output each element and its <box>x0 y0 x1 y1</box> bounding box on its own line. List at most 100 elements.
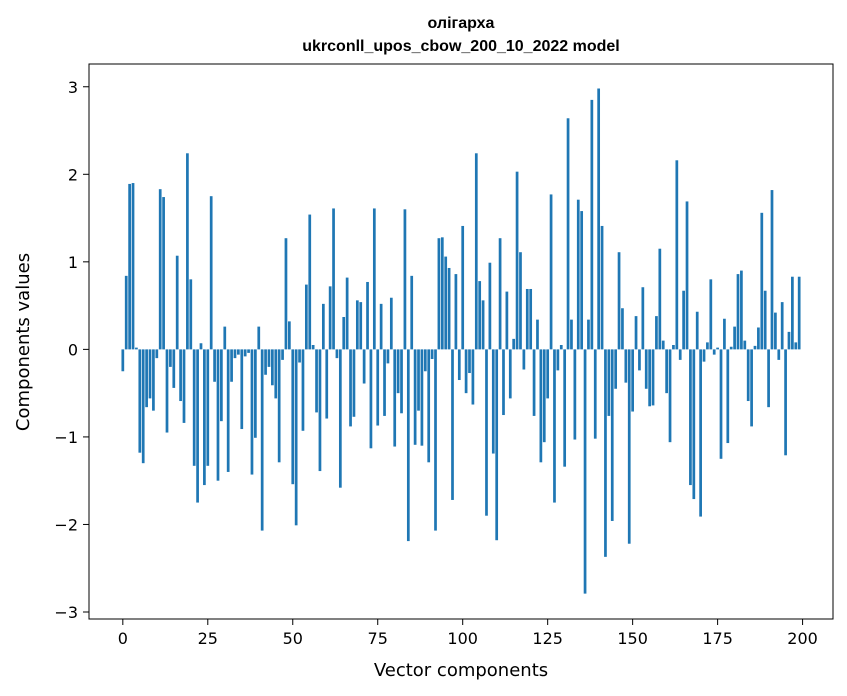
bar <box>158 189 162 350</box>
bar <box>284 238 288 350</box>
bar <box>420 349 424 446</box>
y-tick-label: −1 <box>54 428 78 447</box>
bar <box>760 212 764 350</box>
bar <box>145 349 148 408</box>
bar <box>770 190 774 350</box>
bar <box>767 349 770 408</box>
bar <box>474 153 478 350</box>
bar <box>746 349 750 402</box>
bar <box>678 349 682 360</box>
x-tick-label: 100 <box>447 629 478 648</box>
bar <box>495 349 499 541</box>
bar <box>638 349 641 371</box>
y-tick-label: −3 <box>54 603 78 622</box>
x-axis-label: Vector components <box>374 660 548 681</box>
bar <box>124 275 128 350</box>
bar <box>434 349 437 531</box>
bar <box>389 297 393 350</box>
chart-subtitle: ukrconll_upos_cbow_200_10_2022 model <box>302 38 619 55</box>
bar <box>349 349 352 427</box>
x-tick-label: 200 <box>787 629 818 648</box>
bar <box>794 342 798 350</box>
bar <box>247 349 250 353</box>
bar <box>641 287 645 350</box>
bar <box>461 225 465 350</box>
bar <box>162 197 165 350</box>
bar <box>342 316 346 350</box>
bar <box>437 238 441 350</box>
bar <box>583 349 587 594</box>
x-tick-label: 75 <box>368 629 388 648</box>
bar <box>570 319 573 350</box>
bar <box>213 349 216 382</box>
bar <box>716 347 719 350</box>
bar <box>237 349 240 355</box>
bar <box>393 349 397 447</box>
bar <box>702 349 706 362</box>
bar <box>383 349 386 416</box>
bar <box>692 349 696 500</box>
bar <box>757 327 760 350</box>
bar <box>355 300 359 350</box>
bar <box>580 211 584 350</box>
bar <box>250 349 254 475</box>
bar <box>233 349 237 359</box>
bar <box>400 349 403 414</box>
bar <box>750 349 753 427</box>
bar <box>723 318 726 350</box>
x-tick-label: 125 <box>532 629 563 648</box>
bar <box>386 349 390 364</box>
bar <box>192 349 196 466</box>
bar <box>505 291 509 350</box>
bar <box>471 349 475 405</box>
bar <box>468 349 471 374</box>
bar <box>508 349 512 399</box>
bar <box>128 183 131 350</box>
bar <box>182 349 186 423</box>
bar <box>624 349 628 383</box>
bar <box>155 349 159 359</box>
bar <box>464 349 468 394</box>
bar <box>172 349 176 388</box>
bar <box>675 160 679 350</box>
bar <box>457 349 461 381</box>
bar <box>325 349 329 419</box>
bar <box>529 288 533 350</box>
bar <box>709 279 713 350</box>
bar <box>593 349 597 439</box>
bar <box>267 349 271 367</box>
y-tick-label: 0 <box>68 340 78 359</box>
bar <box>631 349 634 412</box>
bar <box>740 270 743 350</box>
bar <box>352 349 356 417</box>
bar <box>369 349 373 449</box>
x-tick-label: 150 <box>617 629 648 648</box>
bar <box>332 208 335 350</box>
bar <box>672 345 675 350</box>
bar <box>525 288 529 350</box>
bar <box>627 349 631 544</box>
bar <box>264 349 267 375</box>
bar <box>536 319 539 350</box>
bar <box>515 171 519 350</box>
bar <box>254 349 257 438</box>
bar <box>165 349 169 433</box>
bar <box>763 290 767 350</box>
bar <box>726 349 730 444</box>
bar <box>512 338 516 350</box>
bar <box>189 279 193 350</box>
bar <box>440 237 444 350</box>
bar <box>376 349 380 426</box>
bar <box>651 349 655 406</box>
bar <box>294 349 298 526</box>
bar <box>338 349 342 488</box>
bar <box>689 349 692 486</box>
bar <box>556 349 560 371</box>
bar <box>304 284 308 350</box>
bar <box>271 349 274 386</box>
bar <box>573 349 577 440</box>
bar <box>359 302 363 350</box>
bar <box>712 349 716 355</box>
bar <box>175 255 179 350</box>
bar <box>478 281 482 350</box>
